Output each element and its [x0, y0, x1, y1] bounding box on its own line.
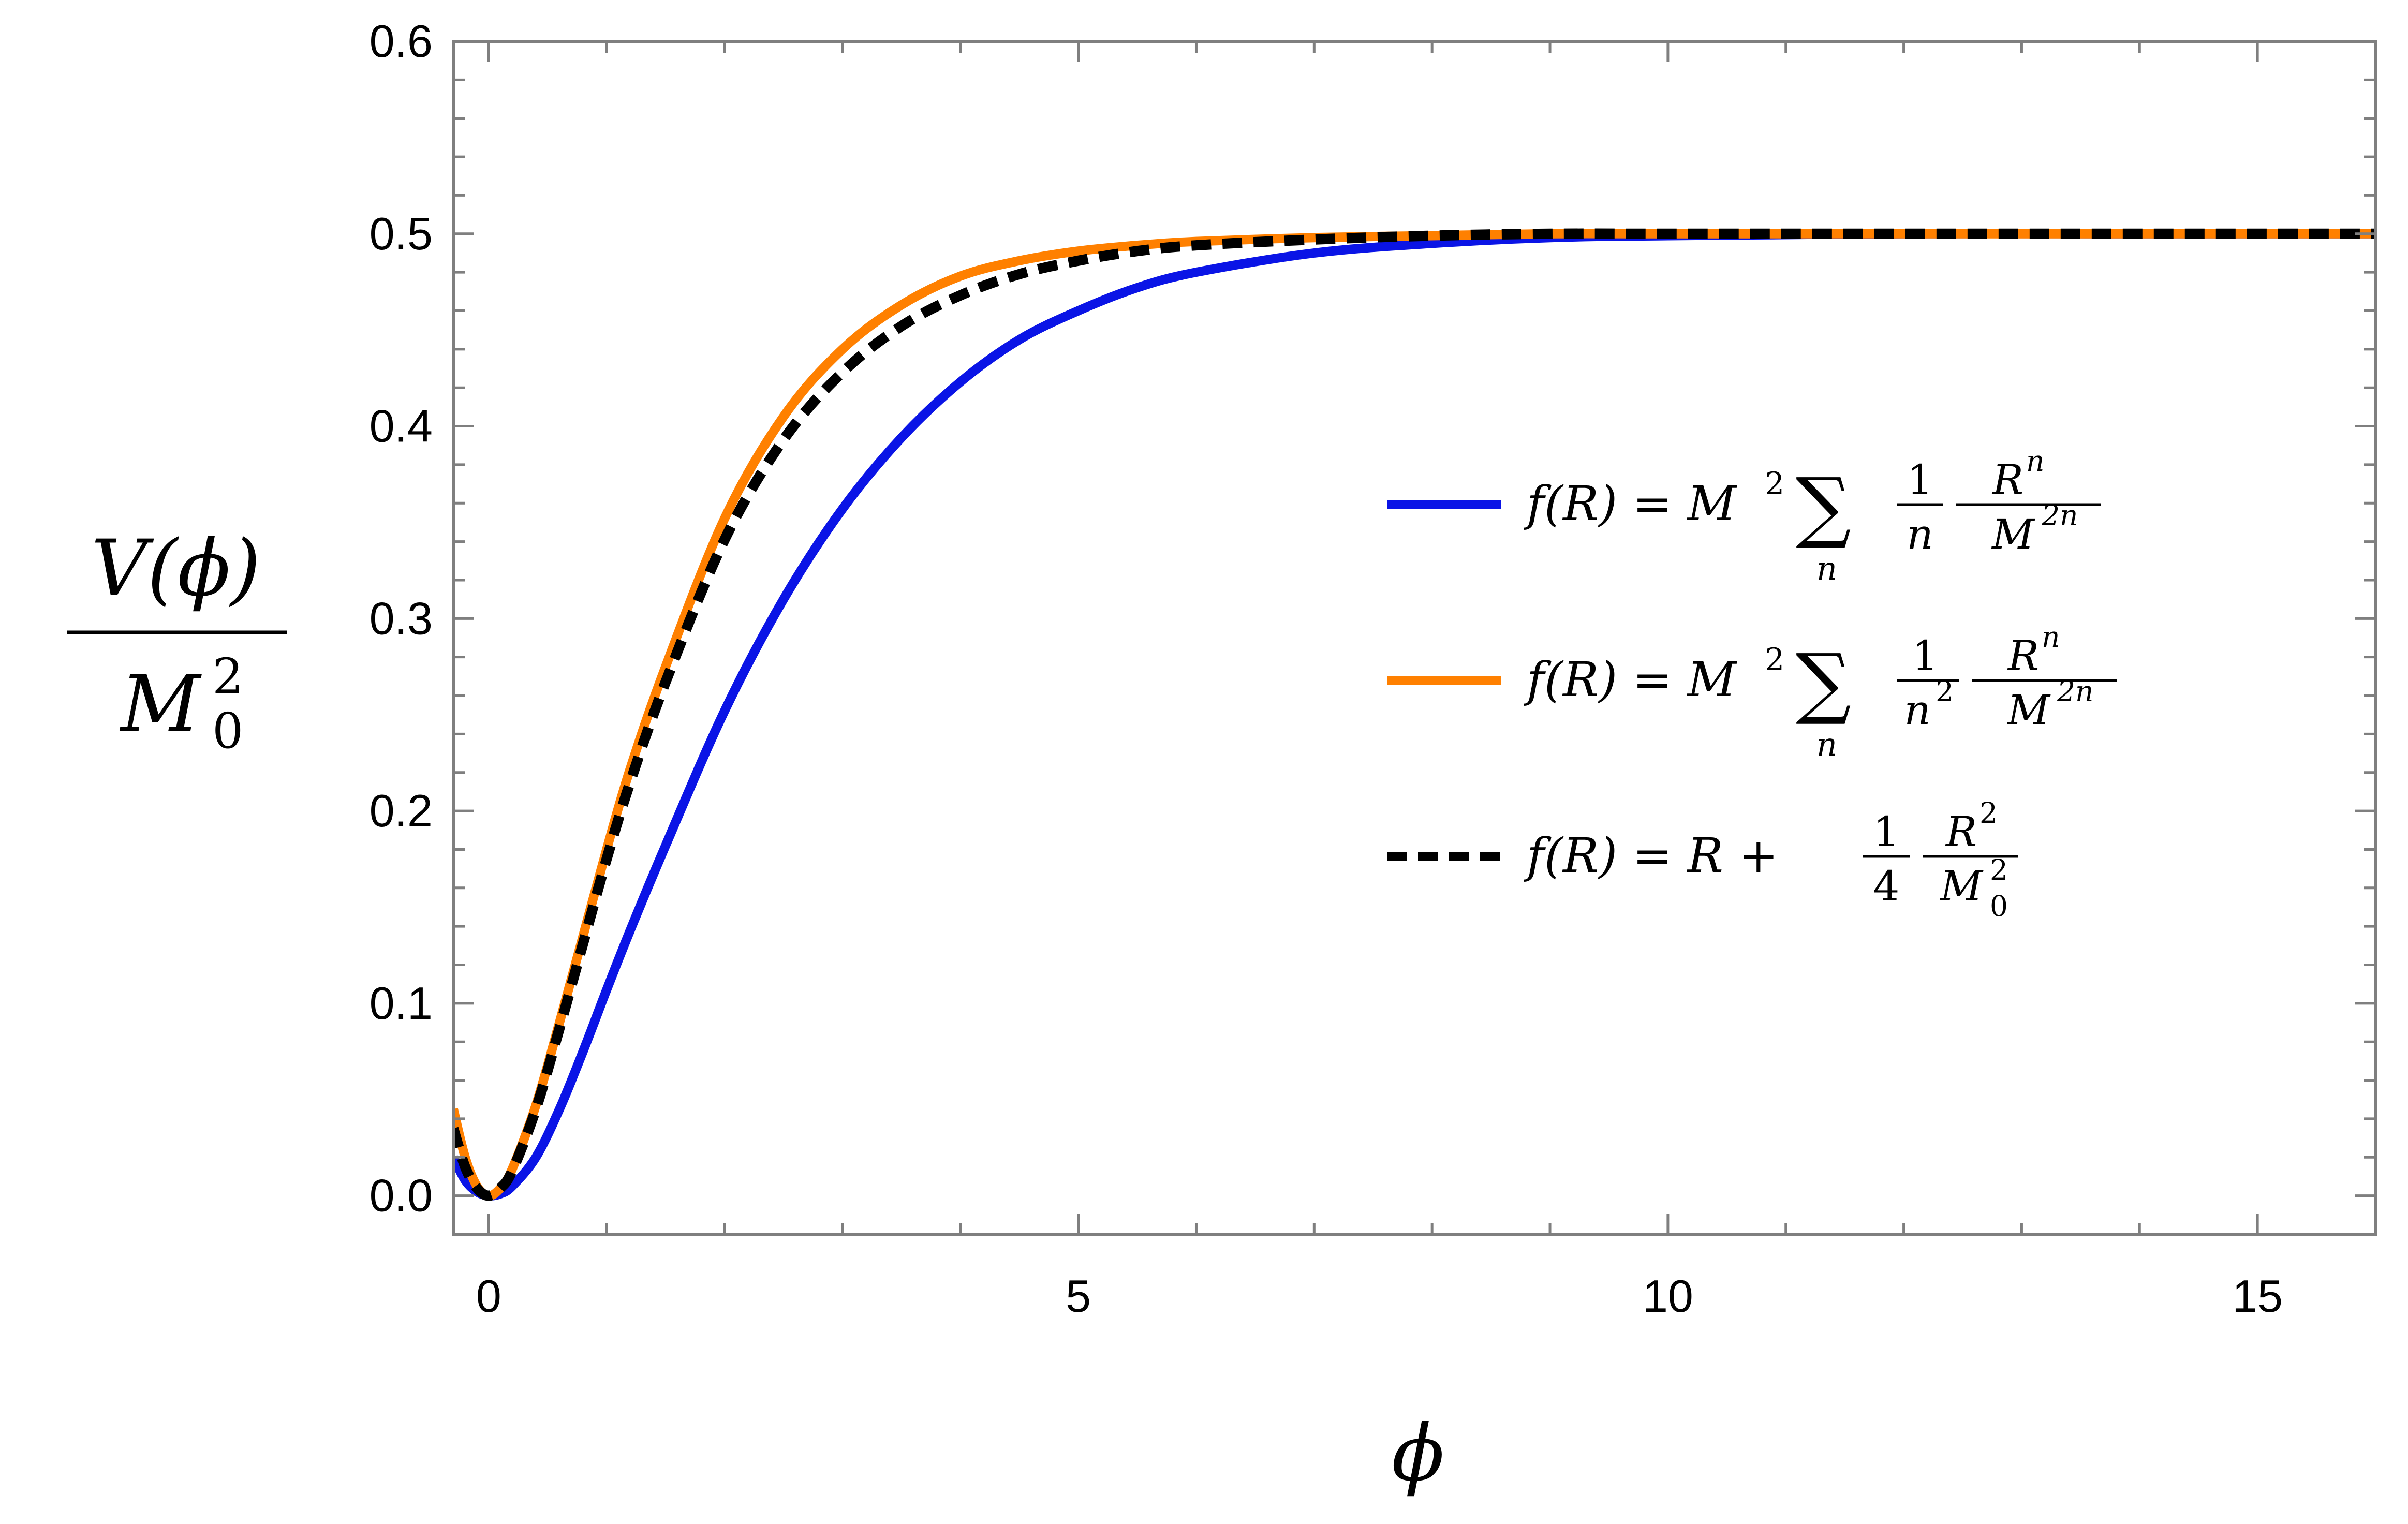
- legend-orange-coef-num: 1: [1912, 632, 1939, 680]
- legend-orange-lhs-sup: 2: [1765, 642, 1784, 678]
- x-axis-label: ϕ: [1392, 1409, 1444, 1499]
- legend-black-coef-den: 4: [1873, 862, 1900, 910]
- legend-blue-sum-sub: n: [1816, 550, 1837, 587]
- y-axis-label-denominator-sub: 0: [212, 703, 243, 760]
- legend-blue-coef-num: 1: [1907, 456, 1933, 504]
- legend-orange-sum-sign: ∑: [1796, 638, 1851, 728]
- x-tick-label: 10: [1643, 1270, 1693, 1322]
- y-axis-label-denominator-sup: 2: [212, 648, 243, 705]
- y-tick-label: 0.6: [370, 16, 433, 67]
- legend-black-lhs: f(R) = R +: [1524, 828, 1778, 883]
- y-axis-label: V(ϕ) M 2 0: [67, 524, 287, 760]
- legend-orange-frac-num-sup: n: [2042, 620, 2060, 654]
- legend-orange-frac-num: R: [2007, 632, 2039, 680]
- plot-frame: [452, 40, 2377, 1236]
- legend-blue-frac-den-sup: 2n: [2041, 499, 2078, 532]
- ticks-layer: [453, 40, 2377, 1234]
- legend-orange-coef-den: n: [1904, 686, 1931, 734]
- y-axis-label-numerator: V(ϕ): [91, 524, 261, 614]
- y-tick-label: 0.0: [370, 1170, 433, 1221]
- legend-blue-frac-num: R: [1991, 456, 2023, 504]
- legend-blue-lhs-sup: 2: [1765, 466, 1784, 502]
- x-tick-label: 0: [476, 1270, 501, 1322]
- legend-black-frac-den: M: [1939, 862, 1984, 910]
- legend-orange-frac-den-sup: 2n: [2057, 675, 2093, 708]
- y-tick-label: 0.2: [370, 785, 433, 836]
- legend-blue-coef-den: n: [1907, 510, 1933, 558]
- y-axis-label-denominator: M: [119, 659, 202, 749]
- legend-black-frac-den-sup: 2: [1990, 853, 2008, 886]
- x-tick-label: 15: [2232, 1270, 2283, 1322]
- legend-black-frac-num-sup: 2: [1979, 796, 1998, 830]
- legend-entry-blue: f(R) = M 2 ∑ n 1 n R n M 2n: [1387, 445, 2101, 587]
- legend: f(R) = M 2 ∑ n 1 n R n M 2n f(R) = M 2 ∑…: [1387, 445, 2117, 923]
- legend-black-frac-num: R: [1945, 808, 1977, 856]
- y-tick-label: 0.5: [370, 208, 433, 259]
- legend-blue-sum-sign: ∑: [1796, 462, 1851, 552]
- legend-blue-frac-num-sup: n: [2026, 445, 2044, 478]
- legend-blue-frac-den: M: [1991, 510, 2035, 558]
- y-tick-label: 0.4: [370, 401, 433, 452]
- tick-labels-layer: 0 5 10 150.00.10.20.30.40.50.6: [370, 16, 2283, 1322]
- legend-orange-coef-den-sup: 2: [1936, 675, 1954, 708]
- series-black-dashed-line: [453, 228, 2375, 1201]
- legend-orange-lhs: f(R) = M: [1524, 652, 1738, 707]
- y-tick-label: 0.1: [370, 978, 433, 1029]
- legend-black-frac-den-sub: 0: [1990, 890, 2008, 923]
- legend-blue-lhs: f(R) = M: [1524, 476, 1738, 531]
- y-tick-label: 0.3: [370, 593, 433, 644]
- legend-entry-black: f(R) = R + 1 4 R 2 M 2 0: [1387, 796, 2018, 923]
- legend-entry-orange: f(R) = M 2 ∑ n 1 n 2 R n M 2n: [1387, 620, 2117, 763]
- x-tick-label: 5: [1066, 1270, 1091, 1322]
- series-layer: [453, 228, 2375, 1201]
- legend-orange-frac-den: M: [2006, 686, 2051, 734]
- legend-orange-sum-sub: n: [1816, 726, 1837, 763]
- legend-black-coef-num: 1: [1873, 808, 1900, 856]
